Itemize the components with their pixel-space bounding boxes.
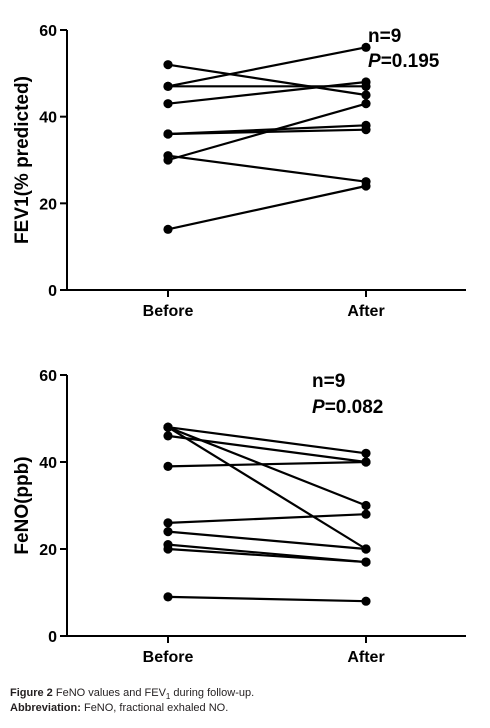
- fev1-series-line: [167, 63, 367, 97]
- feno-x-tick-label: After: [347, 649, 384, 666]
- fev1-series-line: [167, 80, 367, 105]
- fev1-annotation-n: n=9: [368, 26, 401, 47]
- fev1-chart: 0 20 40 60 Before After FEV1(% predicted) n=9 P=…: [12, 23, 466, 320]
- feno-point-after: [361, 457, 371, 467]
- feno-annotation-p-value: =0.082: [325, 397, 384, 418]
- fev1-x-tick-label: After: [347, 303, 384, 320]
- feno-series-line: [167, 595, 367, 603]
- fev1-point-after: [361, 42, 371, 52]
- fev1-annotation-p-value: =0.195: [381, 51, 440, 72]
- feno-y-tick-label: 20: [39, 542, 57, 559]
- feno-series-line: [167, 426, 367, 550]
- feno-point-after: [361, 557, 371, 567]
- caption-abbr-text: FeNO, fractional exhaled NO.: [83, 702, 229, 714]
- fev1-point-after: [361, 181, 371, 191]
- feno-point-before: [163, 544, 173, 554]
- feno-series-line: [167, 426, 367, 455]
- feno-point-after: [361, 596, 371, 606]
- feno-series-line: [167, 460, 367, 468]
- feno-y-tick-label: 0: [48, 629, 57, 646]
- feno-y-tick-label: 40: [39, 455, 57, 472]
- feno-x-tick-label: Before: [143, 649, 194, 666]
- fev1-x-tick-label: Before: [143, 303, 194, 320]
- figure-caption: Figure 2 FeNO values and FEV1 during fol…: [10, 686, 254, 704]
- feno-point-before: [163, 592, 173, 602]
- fev1-series-line: [167, 102, 367, 162]
- fev1-y-axis-label: FEV1(% predicted): [12, 76, 33, 244]
- feno-point-before: [163, 461, 173, 471]
- caption-title-text: FeNO values and FEV: [55, 687, 166, 699]
- fev1-point-before: [163, 155, 173, 165]
- fev1-point-after: [361, 77, 371, 87]
- fev1-annotation-p-letter: P: [368, 51, 381, 72]
- fev1-series-line: [167, 184, 367, 231]
- fev1-point-before: [163, 99, 173, 109]
- caption-title-end: during follow-up.: [170, 687, 255, 699]
- feno-y-axis-label: FeNO(ppb): [12, 456, 33, 554]
- feno-point-after: [361, 500, 371, 511]
- feno-series-line: [167, 530, 367, 551]
- feno-series-line: [167, 513, 367, 524]
- feno-point-after: [361, 448, 371, 458]
- fev1-y-tick-label: 0: [48, 283, 57, 300]
- feno-annotation-p: P=0.082: [312, 397, 383, 418]
- fev1-point-before: [163, 224, 173, 234]
- fev1-point-after: [361, 125, 371, 135]
- feno-point-before: [163, 527, 173, 537]
- fev1-series-line: [167, 154, 367, 183]
- fev1-point-before: [163, 81, 173, 91]
- fev1-annotation-p: P=0.195: [368, 51, 440, 72]
- figure-abbreviation: Abbreviation: FeNO, fractional exhaled N…: [10, 701, 228, 715]
- fev1-point-after: [361, 99, 371, 109]
- fev1-series-line: [167, 46, 367, 88]
- feno-point-before: [163, 422, 173, 432]
- caption-title-bold: Figure 2: [10, 687, 53, 699]
- fev1-y-tick-label: 40: [39, 110, 57, 127]
- feno-series-line: [167, 434, 367, 464]
- fev1-point-after: [361, 90, 371, 100]
- feno-y-tick-label: 60: [39, 368, 57, 385]
- caption-abbr-bold: Abbreviation:: [10, 702, 81, 714]
- caption-title-sub: 1: [165, 692, 171, 702]
- feno-series-line: [167, 547, 367, 564]
- fev1-y-tick-label: 20: [39, 196, 57, 213]
- feno-annotation-n: n=9: [312, 371, 345, 392]
- feno-point-before: [163, 431, 173, 441]
- feno-annotation-p-letter: P: [312, 397, 325, 418]
- feno-chart: 0 20 40 60 Before After FeNO(ppb) n=9 P=0.082: [12, 368, 466, 666]
- feno-point-after: [361, 509, 371, 519]
- fev1-point-before: [163, 129, 173, 139]
- feno-point-before: [163, 518, 173, 528]
- feno-point-after: [361, 544, 371, 554]
- fev1-point-before: [163, 60, 173, 70]
- fev1-y-tick-label: 60: [39, 23, 57, 40]
